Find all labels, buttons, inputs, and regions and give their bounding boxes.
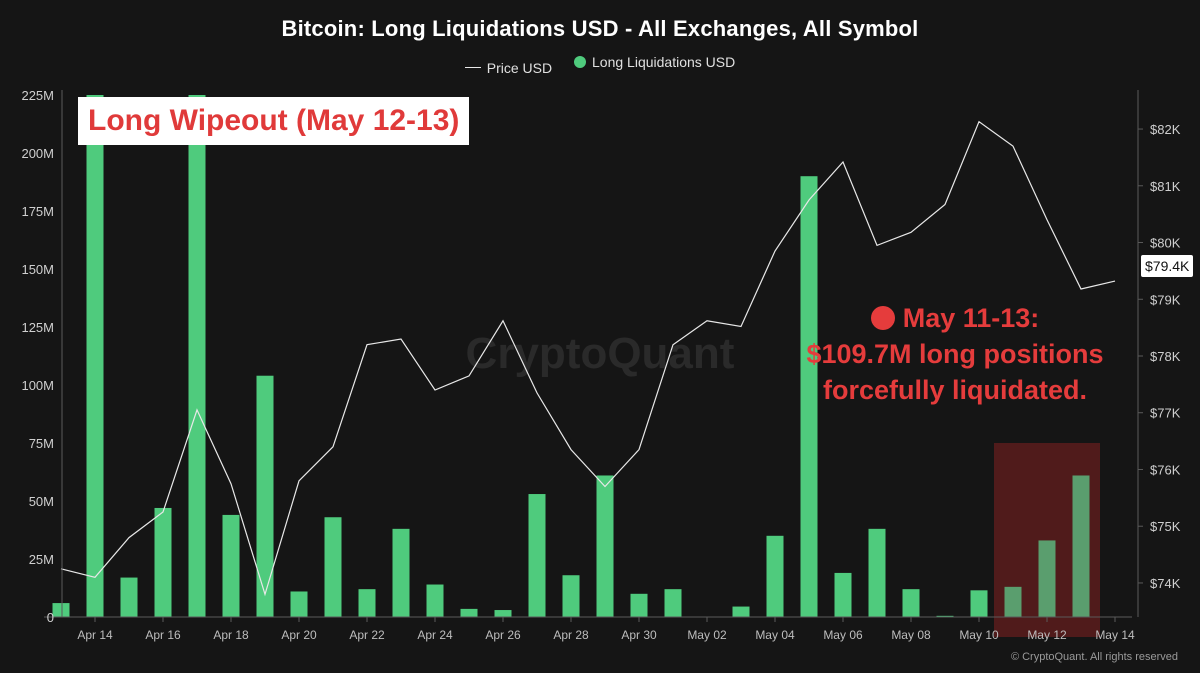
legend-dot-icon [574, 56, 587, 68]
bar-may-04[interactable] [766, 535, 784, 617]
bar-apr-23[interactable] [392, 528, 410, 617]
x-tick-label: Apr 24 [417, 628, 453, 642]
x-tick-label: May 08 [891, 628, 931, 642]
bar-apr-24[interactable] [426, 584, 444, 617]
annotation-line-2: $109.7M long positions [806, 339, 1104, 369]
bar-apr-26[interactable] [494, 610, 512, 617]
bar-may-12[interactable] [1038, 540, 1056, 617]
legend-label-liquidations: Long Liquidations USD [592, 54, 736, 70]
y-right-tick-label: $74K [1150, 576, 1181, 591]
x-tick-label: May 02 [687, 628, 727, 642]
bar-apr-16[interactable] [154, 507, 172, 617]
y-left-tick-label: 0 [47, 610, 54, 625]
x-tick-label: Apr 20 [281, 628, 317, 642]
bar-apr-13[interactable] [52, 603, 70, 617]
y-right-tick-label: $81K [1150, 179, 1181, 194]
legend-label-price: Price USD [486, 59, 553, 76]
y-right-tick-label: $82K [1150, 122, 1181, 137]
bar-apr-20[interactable] [290, 591, 308, 617]
bar-may-06[interactable] [834, 572, 852, 617]
y-right-tick-label: $79K [1150, 292, 1181, 307]
x-tick-label: Apr 14 [77, 628, 113, 642]
bar-may-03[interactable] [732, 606, 750, 617]
bar-apr-19[interactable] [256, 375, 274, 617]
annotation-line-1: May 11-13: [902, 303, 1040, 333]
y-left-tick-label: 25M [29, 552, 54, 567]
y-right-tick-label: $76K [1150, 462, 1181, 477]
y-right-tick-label: $75K [1150, 519, 1181, 534]
bar-may-11[interactable] [1004, 586, 1022, 617]
x-tick-label: May 10 [959, 628, 999, 642]
y-left-tick-label: 200M [21, 146, 54, 161]
legend-item-liquidations[interactable]: Long Liquidations USD [574, 54, 735, 70]
x-tick-label: Apr 16 [145, 628, 181, 642]
x-tick-label: Apr 26 [485, 628, 521, 642]
x-tick-label: May 12 [1027, 628, 1067, 642]
bar-may-13[interactable] [1072, 475, 1090, 617]
legend-line-icon [464, 67, 481, 68]
bar-apr-14[interactable] [86, 95, 104, 617]
y-right-tick-label: $77K [1150, 406, 1181, 421]
bar-apr-25[interactable] [460, 608, 478, 617]
y-left-tick-label: 50M [29, 494, 54, 509]
x-tick-label: Apr 30 [621, 628, 657, 642]
y-left-tick-label: 100M [21, 378, 54, 393]
price-line [60, 120, 1116, 597]
wipeout-badge: Long Wipeout (May 12-13) [78, 97, 470, 145]
chart-legend: Price USD Long Liquidations USD [0, 54, 1200, 76]
x-tick-label: May 14 [1095, 628, 1135, 642]
y-right-tick-label: $80K [1150, 236, 1181, 251]
bar-may-05[interactable] [800, 176, 818, 617]
watermark-text: CryptoQuant [466, 329, 735, 378]
y-right-tick-label: $78K [1150, 349, 1181, 364]
bar-apr-17[interactable] [188, 95, 206, 617]
bar-apr-18[interactable] [222, 514, 240, 617]
chart-title: Bitcoin: Long Liquidations USD - All Exc… [281, 16, 919, 41]
bar-apr-28[interactable] [562, 575, 580, 617]
x-tick-label: May 04 [755, 628, 795, 642]
y-left-tick-label: 125M [21, 320, 54, 335]
liquidation-annotation: May 11-13: $109.7M long positions forcef… [780, 300, 1130, 408]
bar-may-08[interactable] [902, 589, 920, 617]
y-left-tick-label: 175M [21, 204, 54, 219]
bar-may-10[interactable] [970, 590, 988, 617]
y-left-tick-label: 150M [21, 262, 54, 277]
current-price-badge: $79.4K [1141, 255, 1194, 277]
bar-apr-22[interactable] [358, 589, 376, 617]
red-dot-icon [870, 306, 895, 330]
bar-apr-21[interactable] [324, 517, 342, 617]
legend-item-price[interactable]: Price USD [464, 59, 553, 76]
y-left-tick-label: 75M [29, 436, 54, 451]
copyright-text: © CryptoQuant. All rights reserved [1010, 651, 1178, 663]
bar-apr-15[interactable] [120, 577, 138, 617]
bar-apr-29[interactable] [596, 475, 614, 617]
bar-apr-27[interactable] [528, 494, 546, 617]
bar-apr-30[interactable] [630, 593, 648, 617]
x-tick-label: Apr 18 [213, 628, 249, 642]
y-left-tick-label: 225M [21, 88, 54, 103]
annotation-line-3: forcefully liquidated. [822, 375, 1088, 405]
x-tick-label: Apr 28 [553, 628, 589, 642]
bar-may-09[interactable] [936, 615, 954, 617]
bar-may-01[interactable] [664, 589, 682, 617]
x-tick-label: Apr 22 [349, 628, 385, 642]
x-tick-label: May 06 [823, 628, 863, 642]
bar-may-07[interactable] [868, 528, 886, 617]
